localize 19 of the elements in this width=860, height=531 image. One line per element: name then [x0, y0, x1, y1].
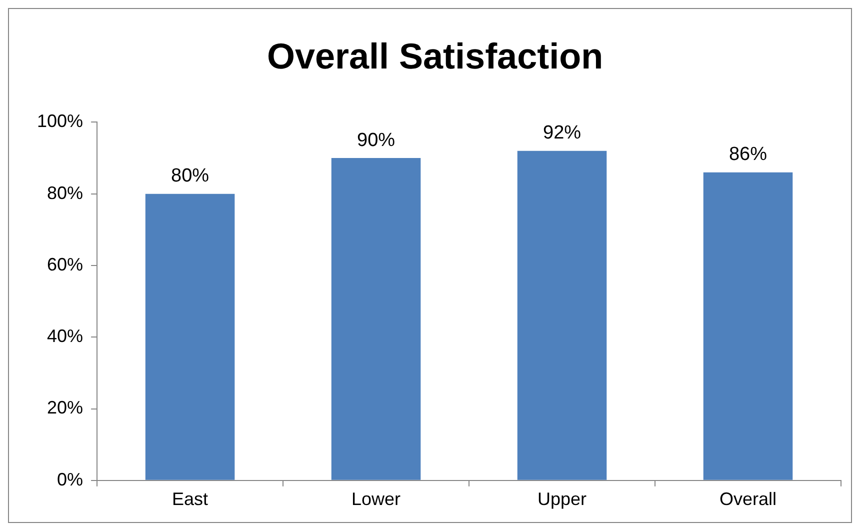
bar [703, 172, 793, 480]
bar [331, 158, 421, 480]
x-tick-label: Lower [352, 489, 401, 510]
y-tick-label: 0% [57, 469, 84, 490]
bar [517, 150, 607, 480]
data-label: 90% [357, 130, 396, 151]
bar [145, 194, 235, 480]
data-label: 80% [171, 166, 210, 187]
data-label: 92% [543, 122, 582, 144]
y-tick-label: 80% [47, 182, 84, 203]
chart-title: Overall Satisfaction [266, 36, 604, 77]
data-label: 86% [728, 144, 768, 166]
x-tick-label: Overall [719, 489, 777, 510]
x-tick-label: East [172, 489, 208, 510]
y-tick-label: 100% [36, 111, 84, 132]
y-tick-label: 60% [47, 254, 84, 274]
y-tick-label: 20% [47, 398, 84, 418]
y-tick-label: 40% [47, 326, 84, 346]
x-tick-label: Upper [538, 489, 587, 510]
